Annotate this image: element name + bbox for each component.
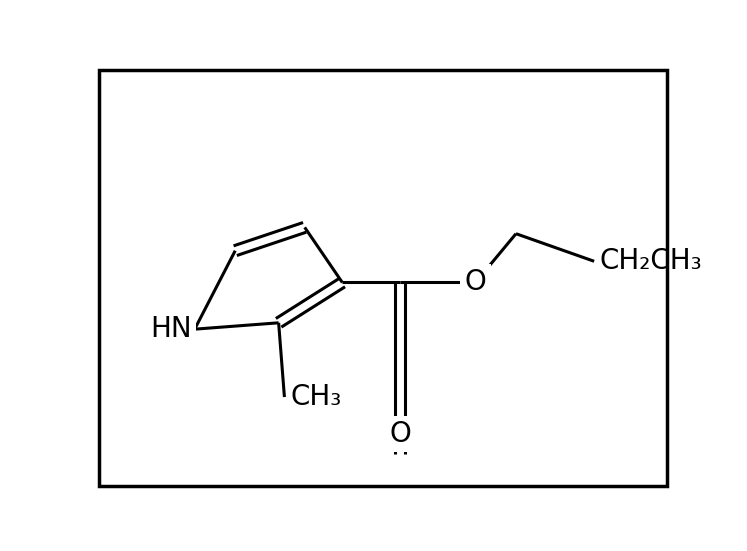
Text: CH₃: CH₃ (291, 383, 341, 411)
Text: O: O (389, 420, 411, 448)
Text: O: O (465, 268, 486, 296)
Text: CH₂CH₃: CH₂CH₃ (600, 247, 703, 276)
Text: HN: HN (150, 315, 192, 343)
